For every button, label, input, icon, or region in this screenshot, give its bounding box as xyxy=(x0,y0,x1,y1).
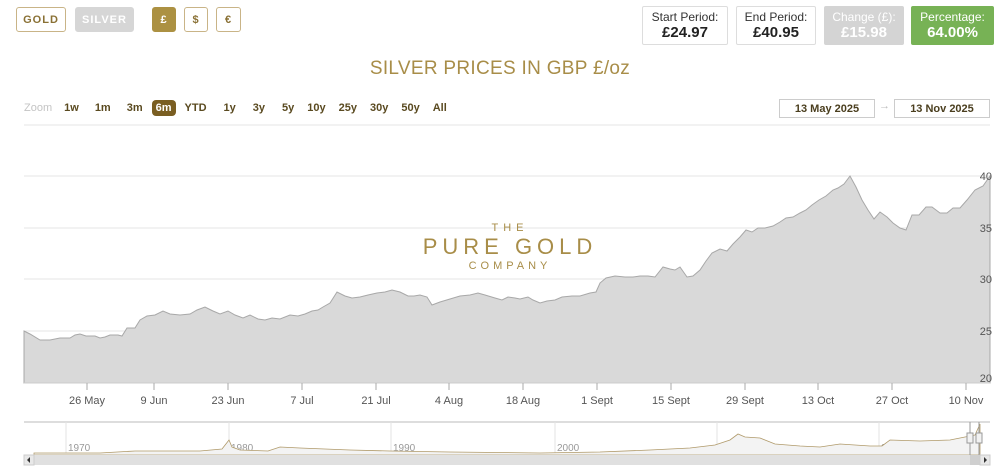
change-label: Change (£): xyxy=(832,9,896,24)
zoom-25y-button[interactable]: 25y xyxy=(338,102,357,114)
percentage-value: 64.00% xyxy=(927,23,978,41)
pure-gold-company-logo: THE PURE GOLD COMPANY xyxy=(418,222,602,272)
currency-gbp-button[interactable]: £ xyxy=(152,7,176,32)
x-tick-label: 9 Jun xyxy=(141,395,168,407)
navigator-series xyxy=(33,423,981,456)
zoom-ytd-button[interactable]: YTD xyxy=(184,102,207,114)
zoom-3m-button[interactable]: 3m xyxy=(126,102,143,114)
x-tick-label: 13 Oct xyxy=(802,395,834,407)
zoom-5y-button[interactable]: 5y xyxy=(282,102,295,114)
x-tick-label: 1 Sept xyxy=(581,395,613,407)
x-tick-label: 21 Jul xyxy=(361,395,390,407)
silver-button[interactable]: SILVER xyxy=(75,7,134,32)
logo-line-3: COMPANY xyxy=(468,260,552,272)
y-tick-25: 25 xyxy=(980,326,992,338)
percentage-label: Percentage: xyxy=(920,9,985,24)
y-tick-40: 40 xyxy=(980,171,992,183)
zoom-1m-button[interactable]: 1m xyxy=(94,102,111,114)
logo-line-1: THE xyxy=(491,222,529,234)
x-tick-label: 4 Aug xyxy=(435,395,463,407)
y-axis: 40 35 30 25 20 xyxy=(980,171,992,385)
y-tick-20: 20 xyxy=(980,373,992,385)
x-tick-label: 27 Oct xyxy=(876,395,908,407)
range-to-input[interactable]: 13 Nov 2025 xyxy=(894,99,990,118)
scroll-right-icon xyxy=(984,457,987,463)
currency-eur-button[interactable]: € xyxy=(216,7,241,32)
zoom-3y-button[interactable]: 3y xyxy=(252,102,266,114)
gold-button[interactable]: GOLD xyxy=(16,7,66,32)
x-tick-label: 15 Sept xyxy=(652,395,690,407)
x-tick-label: 7 Jul xyxy=(290,395,313,407)
chart-title: SILVER PRICES IN GBP £/oz xyxy=(369,58,631,79)
currency-usd-button[interactable]: $ xyxy=(184,7,208,32)
navigator[interactable]: 1970 1980 1990 2000 2010 2020 xyxy=(23,421,991,466)
start-period-stat: Start Period: £24.97 xyxy=(642,6,728,45)
x-tick-label: 26 May xyxy=(69,395,106,407)
scroll-left-icon xyxy=(27,457,30,463)
zoom-1y-button[interactable]: 1y xyxy=(223,102,236,114)
zoom-6m-button[interactable]: 6m xyxy=(151,100,176,116)
logo-line-2: PURE GOLD xyxy=(422,234,598,259)
zoom-all-button[interactable]: All xyxy=(432,102,447,114)
navigator-handle-left[interactable] xyxy=(966,432,974,444)
range-arrow-icon: → xyxy=(879,100,890,112)
start-period-label: Start Period: xyxy=(651,9,719,24)
x-tick-label: 29 Sept xyxy=(726,395,764,407)
navigator-handle-right[interactable] xyxy=(975,432,983,444)
nav-tick-label: 1990 xyxy=(393,443,416,454)
nav-tick-label: 1980 xyxy=(231,443,254,454)
x-axis xyxy=(86,383,967,390)
end-period-label: End Period: xyxy=(744,9,808,24)
percentage-stat: Percentage: 64.00% xyxy=(911,6,994,45)
x-tick-label: 18 Aug xyxy=(506,395,540,407)
y-tick-30: 30 xyxy=(980,274,992,286)
nav-tick-label: 2000 xyxy=(557,443,580,454)
zoom-label: Zoom xyxy=(24,102,53,114)
zoom-50y-button[interactable]: 50y xyxy=(401,102,420,114)
end-period-value: £40.95 xyxy=(753,23,799,41)
zoom-range-selector: Zoom 1w 1m 3m 6m YTD 1y 3y 5y 10y 25y 30… xyxy=(24,100,456,116)
navigator-scrollbar[interactable] xyxy=(24,455,990,465)
range-from-input[interactable]: 13 May 2025 xyxy=(779,99,875,118)
price-area xyxy=(23,174,991,384)
scrollbar-thumb[interactable] xyxy=(970,455,980,465)
start-period-value: £24.97 xyxy=(662,23,708,41)
zoom-1w-button[interactable]: 1w xyxy=(64,102,79,114)
change-stat: Change (£): £15.98 xyxy=(824,6,904,45)
zoom-10y-button[interactable]: 10y xyxy=(307,102,326,114)
x-tick-label: 23 Jun xyxy=(211,395,244,407)
zoom-30y-button[interactable]: 30y xyxy=(370,102,389,114)
change-value: £15.98 xyxy=(841,23,887,41)
end-period-stat: End Period: £40.95 xyxy=(736,6,816,45)
y-tick-35: 35 xyxy=(980,223,992,235)
x-tick-label: 10 Nov xyxy=(949,395,984,407)
nav-tick-label: 1970 xyxy=(68,443,91,454)
